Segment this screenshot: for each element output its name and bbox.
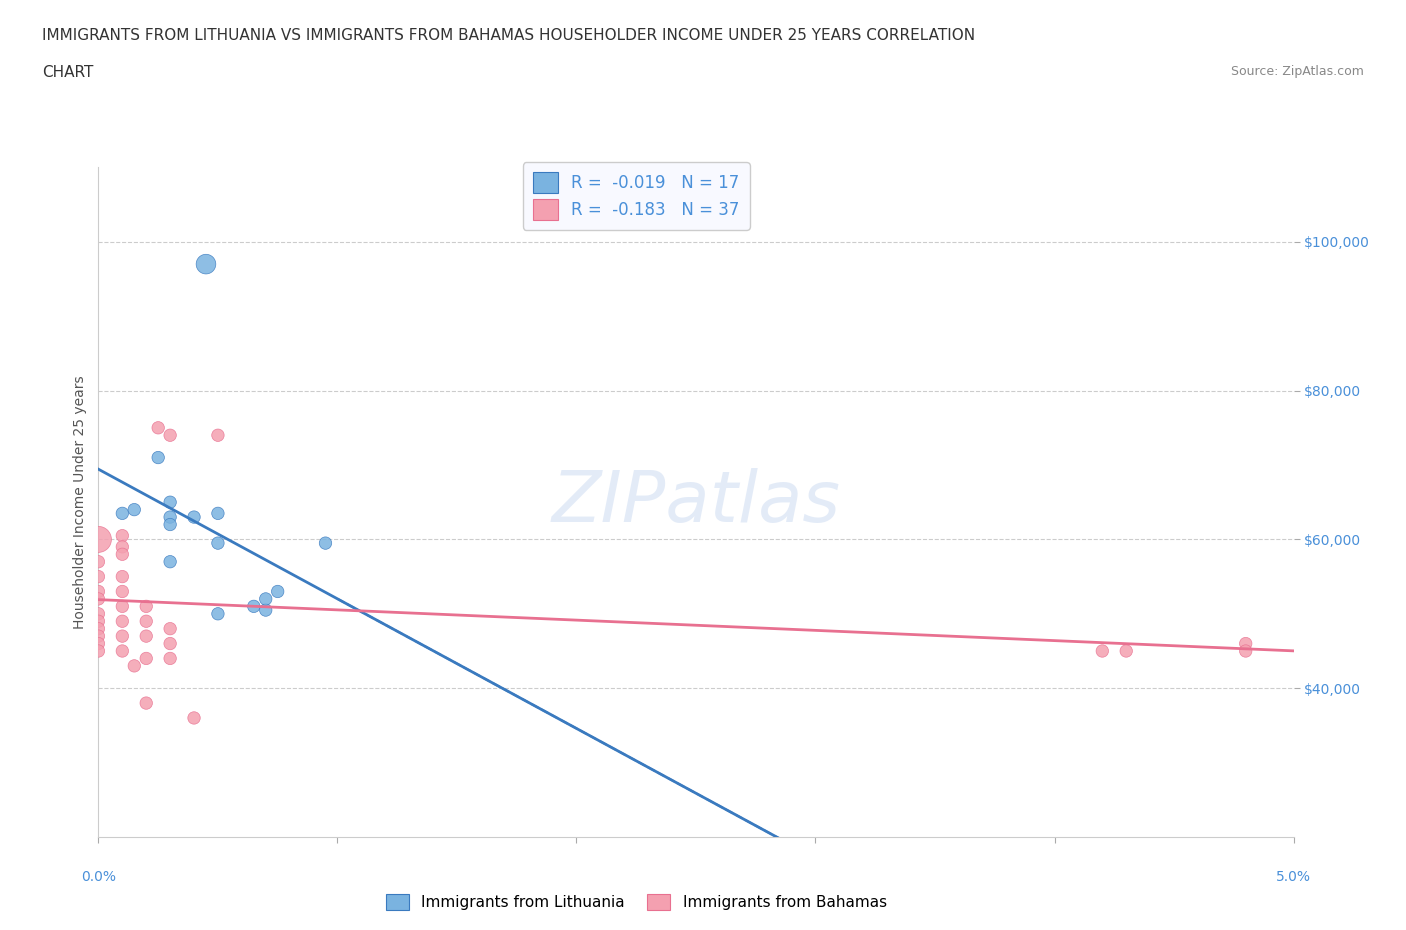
Point	[135, 629, 157, 644]
Text: ZIPatlas: ZIPatlas	[551, 468, 841, 537]
Point	[87, 629, 110, 644]
Point	[207, 506, 229, 521]
Point	[111, 599, 134, 614]
Point	[87, 569, 110, 584]
Point	[159, 510, 181, 525]
Point	[254, 591, 277, 606]
Point	[87, 636, 110, 651]
Point	[159, 651, 181, 666]
Point	[183, 711, 205, 725]
Point	[87, 584, 110, 599]
Point	[1115, 644, 1137, 658]
Point	[1091, 644, 1114, 658]
Point	[135, 614, 157, 629]
Point	[87, 591, 110, 606]
Point	[87, 532, 110, 547]
Point	[135, 599, 157, 614]
Point	[1234, 644, 1257, 658]
Text: IMMIGRANTS FROM LITHUANIA VS IMMIGRANTS FROM BAHAMAS HOUSEHOLDER INCOME UNDER 25: IMMIGRANTS FROM LITHUANIA VS IMMIGRANTS …	[42, 28, 976, 43]
Point	[207, 428, 229, 443]
Point	[87, 554, 110, 569]
Point	[135, 651, 157, 666]
Text: CHART: CHART	[42, 65, 94, 80]
Point	[87, 621, 110, 636]
Point	[315, 536, 337, 551]
Point	[194, 257, 218, 272]
Point	[159, 517, 181, 532]
Point	[183, 510, 205, 525]
Point	[243, 599, 266, 614]
Point	[135, 696, 157, 711]
Point	[207, 606, 229, 621]
Point	[87, 644, 110, 658]
Text: 5.0%: 5.0%	[1277, 870, 1310, 884]
Point	[111, 547, 134, 562]
Point	[207, 536, 229, 551]
Point	[124, 658, 146, 673]
Point	[148, 420, 170, 435]
Point	[111, 569, 134, 584]
Point	[87, 606, 110, 621]
Point	[159, 495, 181, 510]
Point	[111, 528, 134, 543]
Point	[111, 506, 134, 521]
Point	[111, 644, 134, 658]
Point	[111, 539, 134, 554]
Point	[124, 502, 146, 517]
Point	[159, 621, 181, 636]
Text: Source: ZipAtlas.com: Source: ZipAtlas.com	[1230, 65, 1364, 78]
Point	[267, 584, 290, 599]
Point	[111, 629, 134, 644]
Point	[1234, 636, 1257, 651]
Point	[111, 584, 134, 599]
Legend: Immigrants from Lithuania, Immigrants from Bahamas: Immigrants from Lithuania, Immigrants fr…	[380, 888, 893, 916]
Point	[254, 603, 277, 618]
Y-axis label: Householder Income Under 25 years: Householder Income Under 25 years	[73, 376, 87, 629]
Point	[148, 450, 170, 465]
Point	[159, 554, 181, 569]
Text: 0.0%: 0.0%	[82, 870, 115, 884]
Point	[159, 636, 181, 651]
Point	[159, 428, 181, 443]
Point	[87, 614, 110, 629]
Point	[111, 614, 134, 629]
